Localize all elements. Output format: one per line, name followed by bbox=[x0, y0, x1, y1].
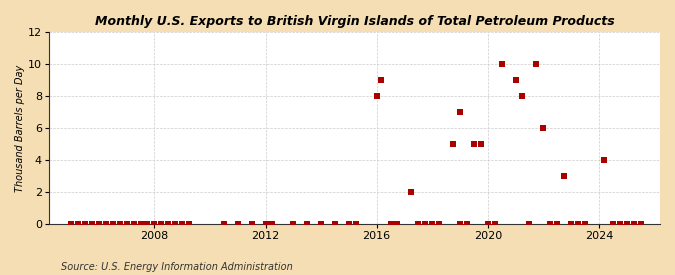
Point bbox=[128, 222, 139, 226]
Point bbox=[246, 222, 257, 226]
Point bbox=[538, 126, 549, 130]
Point bbox=[496, 62, 507, 66]
Text: Source: U.S. Energy Information Administration: Source: U.S. Energy Information Administ… bbox=[61, 262, 292, 272]
Point bbox=[462, 222, 472, 226]
Point bbox=[65, 222, 76, 226]
Point bbox=[350, 222, 361, 226]
Point bbox=[329, 222, 340, 226]
Point bbox=[628, 222, 639, 226]
Point bbox=[614, 222, 625, 226]
Point bbox=[177, 222, 188, 226]
Point bbox=[267, 222, 278, 226]
Point bbox=[517, 94, 528, 98]
Point bbox=[170, 222, 181, 226]
Point bbox=[545, 222, 556, 226]
Point bbox=[184, 222, 194, 226]
Point bbox=[344, 222, 354, 226]
Point bbox=[232, 222, 243, 226]
Point bbox=[559, 174, 570, 178]
Point bbox=[107, 222, 118, 226]
Point bbox=[260, 222, 271, 226]
Point bbox=[406, 190, 416, 194]
Point bbox=[454, 222, 465, 226]
Point bbox=[376, 78, 387, 82]
Point bbox=[572, 222, 583, 226]
Point bbox=[475, 142, 486, 146]
Point bbox=[598, 158, 609, 162]
Point bbox=[413, 222, 424, 226]
Point bbox=[135, 222, 146, 226]
Point bbox=[531, 62, 542, 66]
Point bbox=[385, 222, 396, 226]
Point bbox=[101, 222, 111, 226]
Point bbox=[510, 78, 521, 82]
Point bbox=[608, 222, 618, 226]
Point bbox=[448, 142, 458, 146]
Point bbox=[93, 222, 104, 226]
Point bbox=[621, 222, 632, 226]
Point bbox=[149, 222, 160, 226]
Point bbox=[122, 222, 132, 226]
Point bbox=[434, 222, 445, 226]
Point bbox=[468, 142, 479, 146]
Point bbox=[142, 222, 153, 226]
Point bbox=[163, 222, 173, 226]
Point bbox=[489, 222, 500, 226]
Point bbox=[483, 222, 493, 226]
Point bbox=[114, 222, 125, 226]
Point bbox=[80, 222, 90, 226]
Point bbox=[566, 222, 576, 226]
Point bbox=[392, 222, 403, 226]
Point bbox=[371, 94, 382, 98]
Title: Monthly U.S. Exports to British Virgin Islands of Total Petroleum Products: Monthly U.S. Exports to British Virgin I… bbox=[95, 15, 614, 28]
Point bbox=[86, 222, 97, 226]
Point bbox=[302, 222, 313, 226]
Y-axis label: Thousand Barrels per Day: Thousand Barrels per Day bbox=[15, 64, 25, 191]
Point bbox=[288, 222, 299, 226]
Point bbox=[316, 222, 327, 226]
Point bbox=[73, 222, 84, 226]
Point bbox=[156, 222, 167, 226]
Point bbox=[427, 222, 437, 226]
Point bbox=[454, 110, 465, 114]
Point bbox=[580, 222, 591, 226]
Point bbox=[219, 222, 230, 226]
Point bbox=[635, 222, 646, 226]
Point bbox=[552, 222, 563, 226]
Point bbox=[524, 222, 535, 226]
Point bbox=[420, 222, 431, 226]
